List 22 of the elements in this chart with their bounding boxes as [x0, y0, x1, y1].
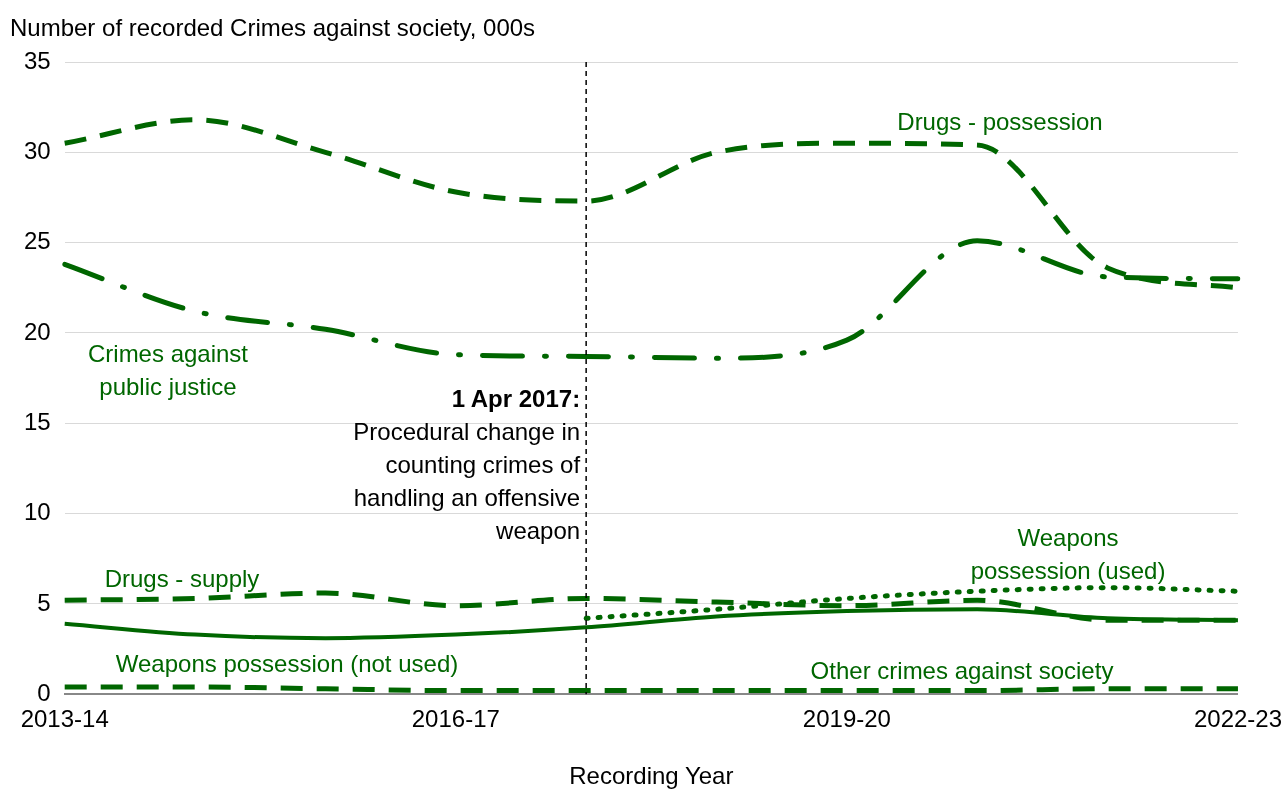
x-tick-label: 2022-23	[1193, 705, 1282, 733]
y-axis-title: Number of recorded Crimes against society, 000s	[10, 14, 536, 41]
x-tick-label: 2013-14	[20, 705, 109, 733]
y-tick-label: 25	[23, 227, 51, 255]
y-tick-label: 0	[37, 678, 51, 706]
annotation: Procedural change in counting crimes of handling an offensive weapon	[353, 418, 581, 544]
series-label: Drugs - possession	[897, 108, 1103, 135]
x-axis-title: Recording Year	[569, 762, 734, 789]
series-label: Weapons possession (used)	[970, 524, 1166, 584]
x-tick-label: 2016-17	[411, 705, 500, 733]
y-tick-label: 5	[37, 588, 51, 616]
y-tick-label: 10	[23, 498, 51, 526]
series-label: Drugs - supply	[104, 565, 260, 592]
series-label: Crimes against public justice	[87, 340, 249, 400]
x-tick-label: 2019-20	[802, 705, 891, 733]
series-label: Other crimes against society	[810, 657, 1114, 684]
annotation: 1 Apr 2017:	[451, 385, 581, 412]
series-label: Weapons possession (not used)	[115, 650, 459, 677]
y-tick-label: 30	[23, 136, 51, 164]
y-tick-label: 15	[23, 407, 51, 435]
y-tick-label: 20	[23, 317, 51, 345]
y-tick-label: 35	[23, 46, 51, 74]
